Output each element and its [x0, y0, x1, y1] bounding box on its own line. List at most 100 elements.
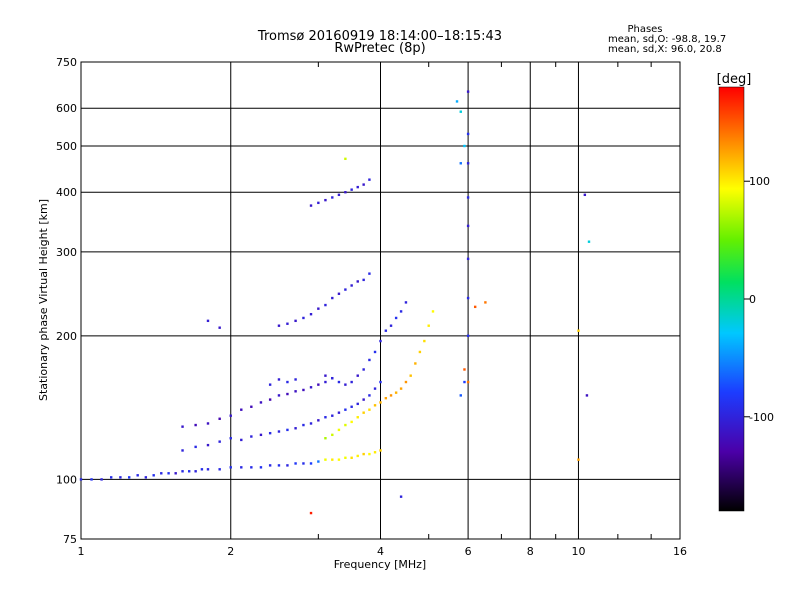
data-point [368, 358, 371, 362]
data-point [294, 390, 297, 393]
data-point [324, 458, 327, 461]
data-point [379, 380, 382, 384]
data-point [368, 394, 371, 397]
data-point [350, 456, 353, 459]
data-point [356, 374, 359, 377]
data-point [362, 398, 365, 401]
data-point [218, 440, 221, 443]
data-point [379, 449, 382, 452]
data-point [373, 451, 377, 454]
data-point [404, 301, 408, 304]
data-point [317, 383, 320, 386]
data-point [373, 350, 377, 354]
data-point [286, 428, 289, 432]
data-point [431, 310, 435, 313]
y-axis-label: Stationary phase Virtual Height [km] [37, 199, 50, 401]
data-point [466, 257, 470, 261]
data-point [181, 470, 184, 473]
x-tick-label: 4 [377, 545, 384, 558]
data-point [427, 324, 430, 327]
data-point [577, 329, 580, 332]
data-point [174, 472, 177, 475]
data-point [356, 454, 359, 458]
data-point [368, 408, 371, 411]
data-point [362, 278, 365, 282]
data-point [302, 388, 305, 392]
data-point [344, 383, 347, 386]
stats-o-line: mean, sd,O: -98.8, 19.7 [608, 34, 726, 45]
data-point [585, 394, 589, 397]
data-point [356, 416, 359, 419]
data-point [337, 458, 341, 461]
data-point [277, 430, 281, 433]
data-point [324, 198, 327, 202]
data-point [373, 404, 377, 407]
data-point [79, 478, 83, 481]
data-point [294, 378, 297, 381]
data-point [418, 350, 422, 354]
data-point [362, 368, 365, 371]
x-tick-label: 6 [465, 545, 472, 558]
data-point [152, 474, 155, 477]
data-point [384, 329, 388, 332]
data-point [399, 387, 403, 390]
y-tick-label: 200 [56, 330, 77, 343]
data-point [317, 201, 320, 205]
data-point [394, 316, 398, 320]
data-point [399, 495, 403, 498]
data-point [218, 326, 221, 329]
data-point [181, 449, 184, 452]
y-tick-label: 300 [56, 246, 77, 259]
data-point [268, 398, 272, 401]
data-point [229, 414, 232, 417]
data-point [455, 100, 459, 103]
data-point [324, 437, 327, 440]
data-point [368, 272, 371, 275]
data-point [277, 324, 281, 327]
data-point [317, 460, 320, 463]
data-point [206, 319, 210, 323]
stats-x-line: mean, sd,X: 96.0, 20.8 [608, 44, 722, 55]
data-point [466, 132, 470, 136]
data-point [302, 462, 305, 465]
y-tick-label: 400 [56, 186, 77, 199]
colorbar [718, 86, 745, 512]
y-tick-label: 750 [56, 56, 77, 69]
data-point [206, 468, 210, 471]
data-point [389, 394, 393, 397]
data-point [317, 419, 320, 422]
y-tick-label: 500 [56, 140, 77, 153]
stats-heading: Phases [627, 24, 662, 35]
data-point [309, 462, 313, 465]
data-point [362, 411, 365, 414]
data-point [100, 478, 103, 481]
data-point [344, 288, 347, 291]
data-point [350, 188, 353, 191]
data-point [466, 90, 470, 93]
data-point [194, 470, 197, 473]
data-point [309, 204, 313, 207]
data-point [423, 339, 426, 343]
data-point [399, 310, 403, 313]
colorbar-label: [deg] [717, 72, 752, 87]
data-point [344, 157, 347, 161]
x-tick-label: 1 [78, 545, 85, 558]
data-point [294, 462, 297, 465]
data-point [466, 380, 470, 384]
data-point [350, 284, 353, 287]
data-point [90, 478, 93, 481]
data-point [250, 405, 253, 408]
data-point [286, 392, 289, 396]
data-point [259, 433, 263, 437]
data-point [337, 411, 341, 414]
data-point [350, 380, 353, 384]
data-point [277, 394, 281, 397]
data-point [331, 414, 334, 417]
data-point [344, 408, 347, 411]
data-point [331, 196, 334, 199]
y-tick-label: 100 [56, 473, 77, 486]
data-point [356, 280, 359, 283]
data-point [324, 416, 327, 419]
data-point [324, 380, 327, 384]
data-point [459, 110, 462, 113]
